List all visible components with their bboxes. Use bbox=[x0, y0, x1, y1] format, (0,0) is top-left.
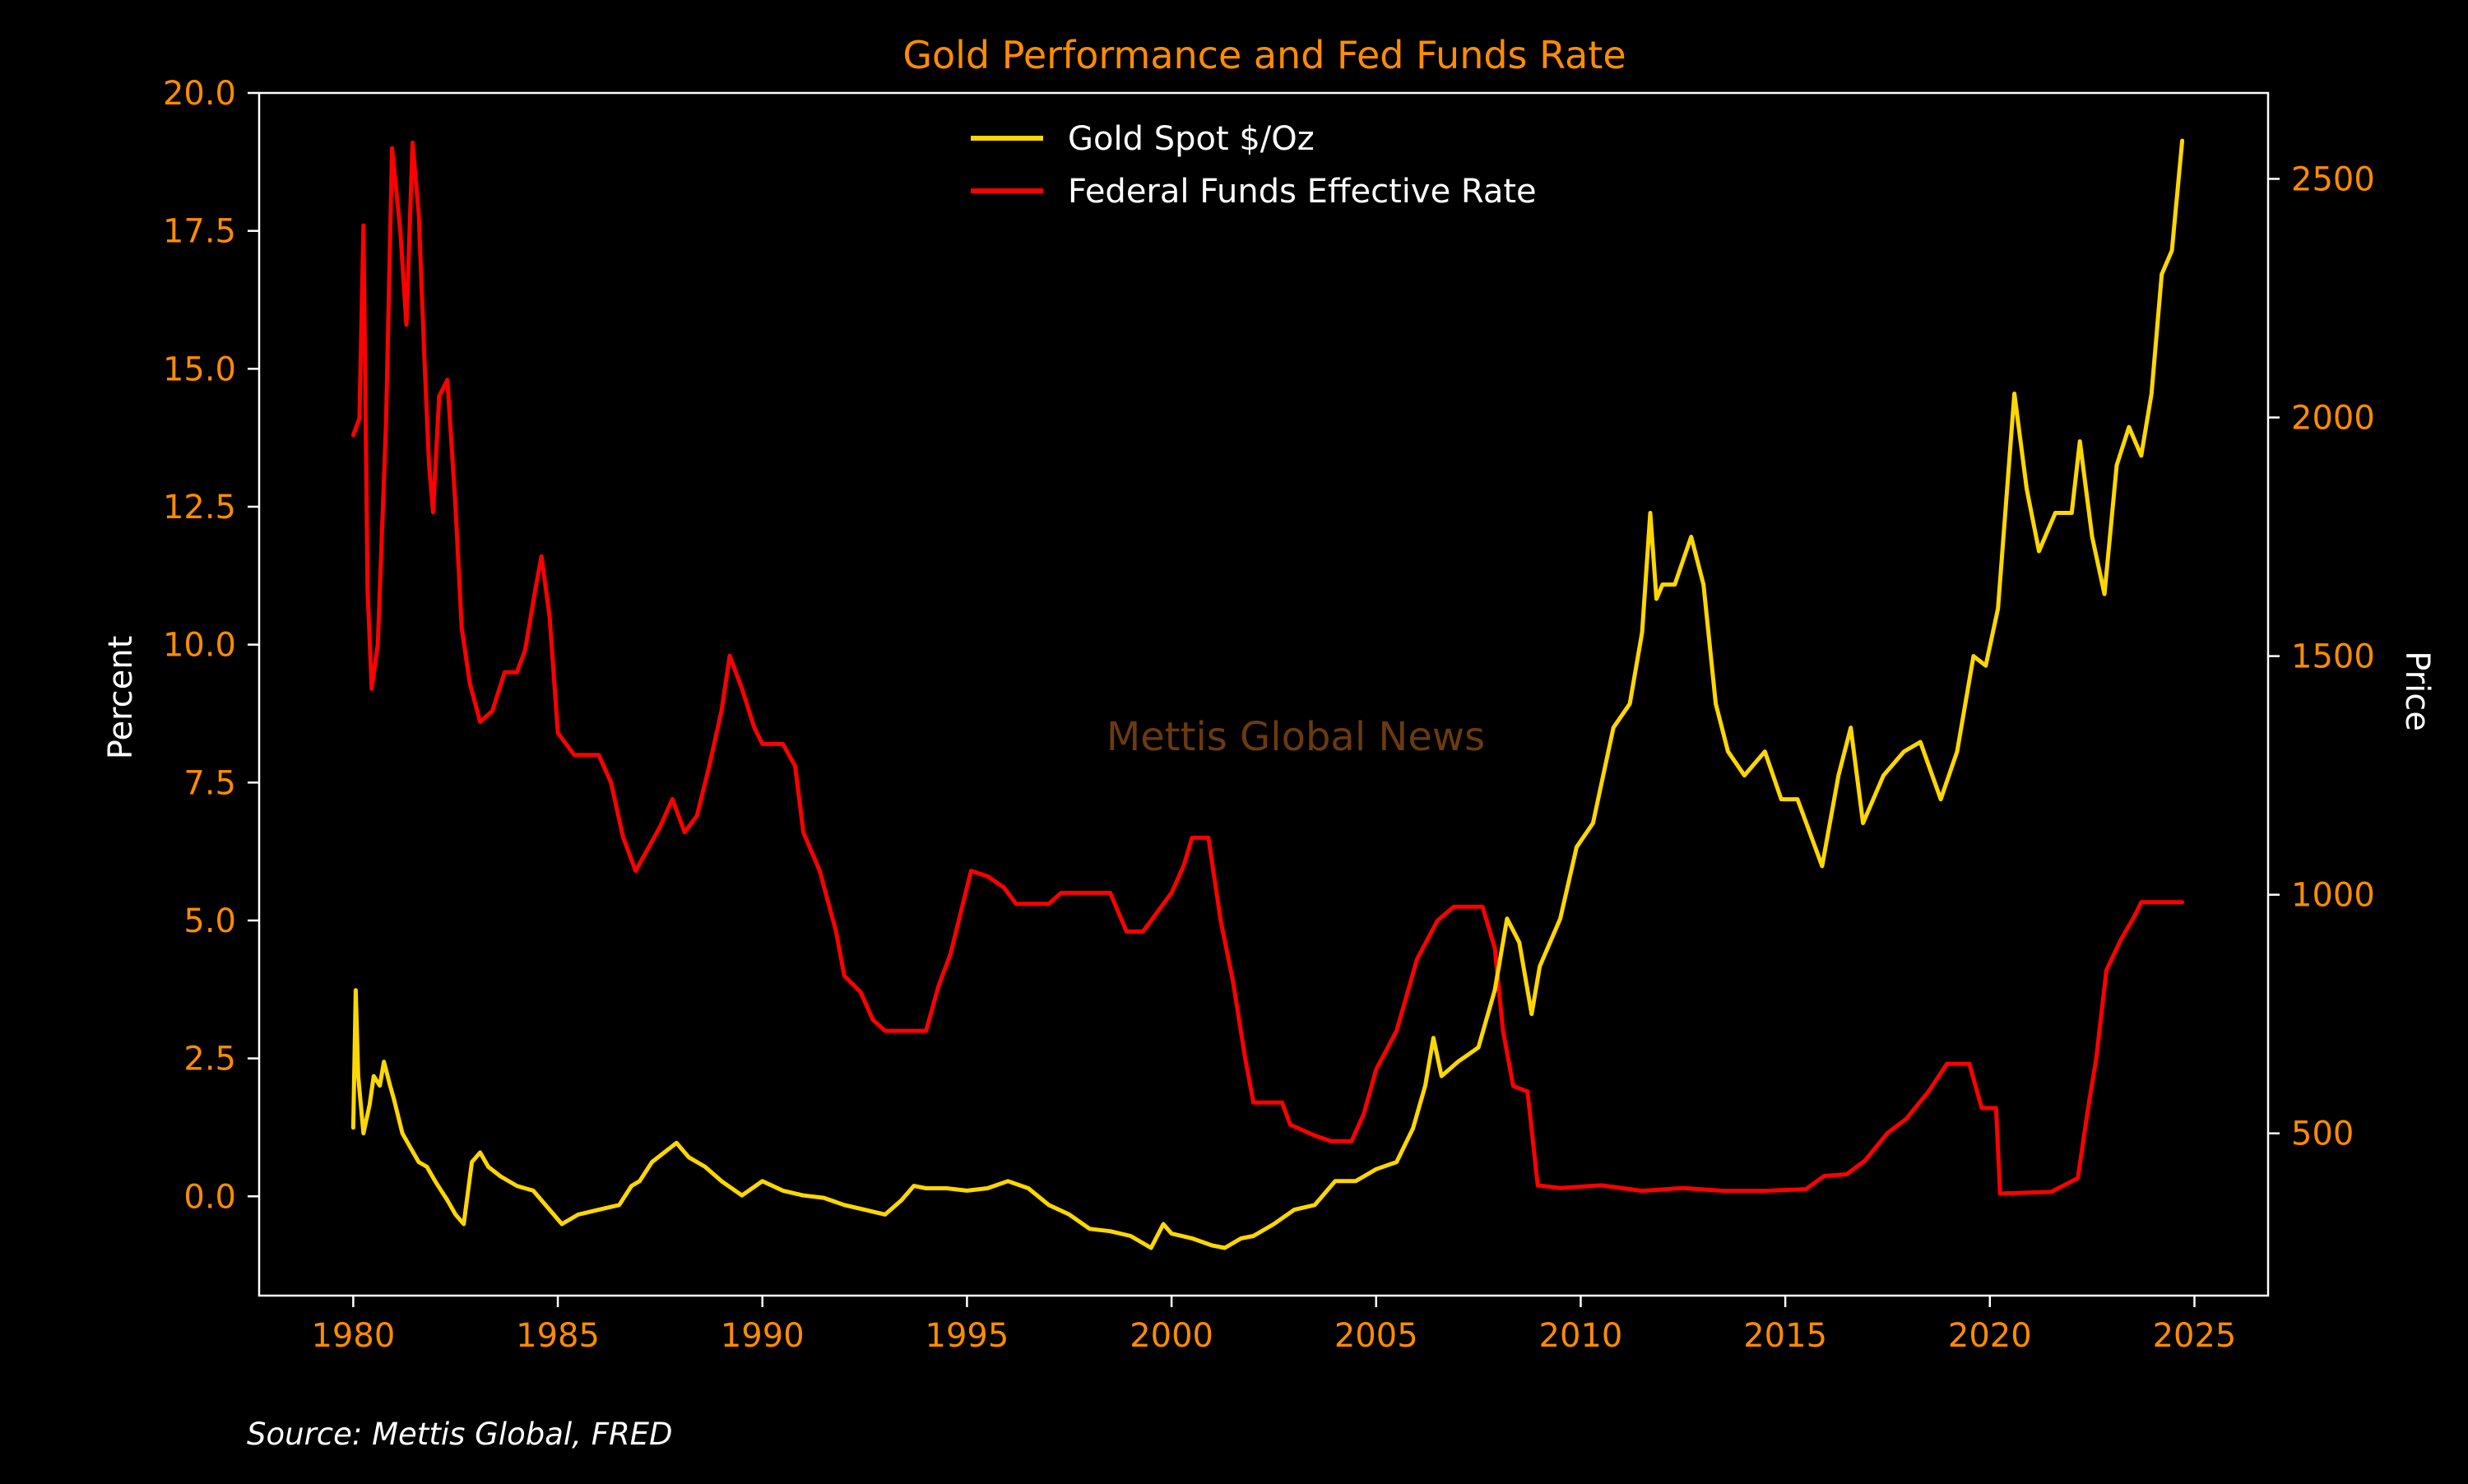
y-right-tick-label: 500 bbox=[2291, 1115, 2354, 1153]
y-right-tick-label: 2000 bbox=[2291, 400, 2375, 438]
y-right-tick-label: 2500 bbox=[2291, 160, 2375, 198]
x-tick-label: 2025 bbox=[2153, 1317, 2237, 1355]
gold-series bbox=[350, 138, 2185, 1250]
y-right-tick-label: 1500 bbox=[2291, 638, 2375, 676]
legend-fed-label: Federal Funds Effective Rate bbox=[1068, 173, 1537, 211]
chart-title: Gold Performance and Fed Funds Rate bbox=[902, 33, 1626, 77]
y-left-tick-label: 15.0 bbox=[163, 350, 236, 388]
y-left-tick-label: 5.0 bbox=[183, 902, 236, 940]
y-left-tick-label: 2.5 bbox=[183, 1041, 236, 1078]
plot-frame bbox=[257, 91, 2270, 1297]
watermark-text: Mettis Global News bbox=[1106, 714, 1485, 760]
source-note: Source: Mettis Global, FRED bbox=[247, 1417, 673, 1452]
x-tick-label: 1990 bbox=[721, 1317, 805, 1355]
y-right-tick-label: 1000 bbox=[2291, 877, 2375, 915]
x-tick-label: 1995 bbox=[926, 1317, 1009, 1355]
y-left-tick-label: 12.5 bbox=[163, 489, 236, 526]
y-left-tick-label: 0.0 bbox=[183, 1178, 236, 1216]
x-tick-label: 1985 bbox=[516, 1317, 600, 1355]
fed-funds-series bbox=[350, 140, 2185, 1196]
y-left-tick-label: 20.0 bbox=[163, 75, 236, 113]
y-axis-left-label: Percent bbox=[102, 636, 140, 760]
x-tick-label: 2015 bbox=[1743, 1317, 1827, 1355]
axis-ticks: 1980 1985 1990 1995 2000 2005 2010 2015 2020 2025… bbox=[163, 75, 2375, 1355]
y-left-tick-label: 10.0 bbox=[163, 627, 236, 665]
y-axis-right-label: Price bbox=[2398, 651, 2436, 731]
x-tick-label: 2020 bbox=[1948, 1317, 2032, 1355]
y-left-tick-label: 17.5 bbox=[163, 213, 236, 251]
x-tick-label: 2010 bbox=[1539, 1317, 1623, 1355]
legend-gold-label: Gold Spot $/Oz bbox=[1068, 120, 1315, 158]
y-left-tick-label: 7.5 bbox=[183, 764, 236, 802]
x-tick-label: 1980 bbox=[311, 1317, 395, 1355]
fed-funds-rate-line bbox=[350, 140, 2185, 1196]
plot-area bbox=[257, 91, 2270, 1297]
x-tick-label: 2000 bbox=[1130, 1317, 1213, 1355]
x-tick-label: 2005 bbox=[1334, 1317, 1418, 1355]
gold-price-line bbox=[350, 138, 2185, 1250]
legend: Gold Spot $/Oz Federal Funds Effective R… bbox=[971, 120, 1537, 211]
